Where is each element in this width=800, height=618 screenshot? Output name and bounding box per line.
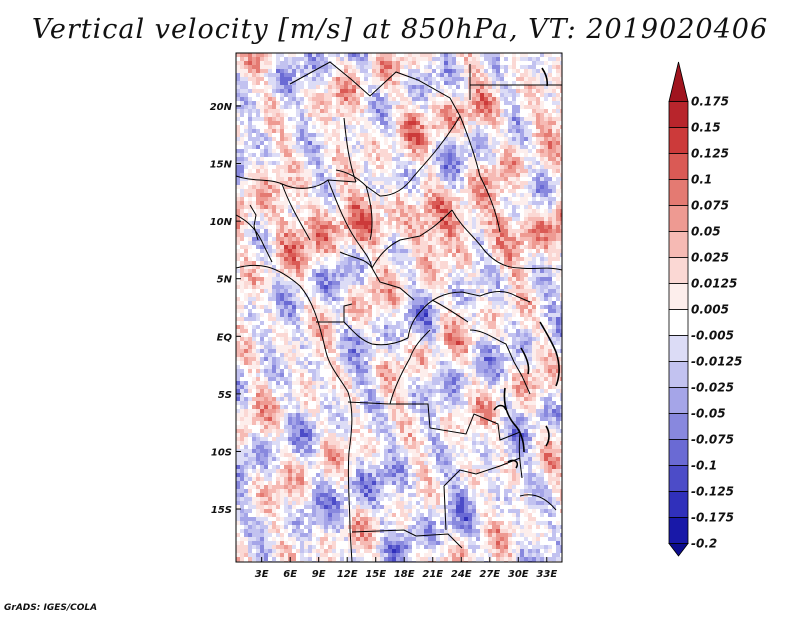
colorbar-label: 0.125: [691, 147, 729, 161]
colorbar-label: 0.175: [691, 95, 729, 109]
colorbar-label: -0.005: [691, 329, 734, 343]
colorbar-swatch: [668, 491, 689, 518]
lat-label: 15S: [211, 505, 232, 516]
colorbar-label: -0.125: [691, 485, 734, 499]
colorbar-label: 0.15: [691, 121, 721, 135]
colorbar-swatch: [668, 465, 689, 492]
colorbar-label: 0.005: [691, 303, 729, 317]
colorbar-label: 0.0125: [691, 277, 737, 291]
lon-label: 12E: [337, 569, 358, 580]
lat-label: 5N: [217, 275, 233, 286]
colorbar-swatch: [668, 335, 689, 362]
lat-label: 10N: [210, 217, 233, 228]
colorbar-label: 0.1: [691, 173, 712, 187]
lon-label: 6E: [283, 569, 297, 580]
colorbar-swatch: [668, 309, 689, 336]
colorbar-swatch: [668, 361, 689, 388]
colorbar-swatch: [668, 413, 689, 440]
lon-label: 15E: [365, 569, 386, 580]
colorbar-label: -0.025: [691, 381, 734, 395]
colorbar-swatch: [668, 517, 689, 544]
lat-label: 10S: [211, 447, 232, 458]
colorbar-swatch: [668, 179, 689, 206]
lon-label: 30E: [508, 569, 529, 580]
colorbar-swatch: [668, 257, 689, 284]
colorbar: 0.175 0.15 0.125 0.1 0.075 0.05 0.025 0.0125 0.0…: [668, 61, 742, 557]
colorbar-swatch: [668, 61, 689, 102]
lat-label: 15N: [210, 160, 233, 171]
colorbar-swatch: [668, 387, 689, 414]
colorbar-swatch: [668, 283, 689, 310]
colorbar-label: -0.175: [691, 511, 734, 525]
colorbar-label: 0.075: [691, 199, 729, 213]
colorbar-label: -0.2: [691, 537, 717, 551]
latitude-axis: 20N 15N 10N 5N EQ 5S 10S 15S: [210, 102, 241, 516]
colorbar-swatch: [668, 205, 689, 232]
lat-label: EQ: [217, 332, 233, 343]
map-frame: [235, 52, 563, 563]
colorbar-label: -0.1: [691, 459, 717, 473]
lon-label: 21E: [422, 569, 443, 580]
lat-label: 5S: [218, 390, 232, 401]
colorbar-swatch: [668, 127, 689, 154]
longitude-axis: 3E 6E 9E 12E 15E 18E 21E 24E 27E 30E 33E: [255, 557, 557, 580]
colorbar-label: -0.0125: [691, 355, 742, 369]
lon-label: 18E: [394, 569, 415, 580]
colorbar-label: -0.05: [691, 407, 726, 421]
vertical-velocity-field: [236, 53, 562, 562]
lon-label: 24E: [451, 569, 472, 580]
colorbar-label: -0.075: [691, 433, 734, 447]
lon-label: 33E: [536, 569, 557, 580]
colorbar-swatch: [668, 231, 689, 258]
lat-label: 20N: [210, 102, 233, 113]
colorbar-swatch: [668, 439, 689, 466]
colorbar-swatch: [668, 101, 689, 128]
lon-label: 9E: [312, 569, 326, 580]
country-borders: [236, 61, 562, 562]
colorbar-swatch: [668, 543, 689, 557]
lon-label: 3E: [255, 569, 269, 580]
grads-credit: GrADS: IGES/COLA: [4, 603, 98, 613]
lon-label: 27E: [479, 569, 500, 580]
map-title: Vertical velocity [m/s] at 850hPa, VT: 2…: [31, 14, 769, 45]
colorbar-label: 0.05: [691, 225, 721, 239]
colorbar-swatch: [668, 153, 689, 180]
colorbar-label: 0.025: [691, 251, 729, 265]
